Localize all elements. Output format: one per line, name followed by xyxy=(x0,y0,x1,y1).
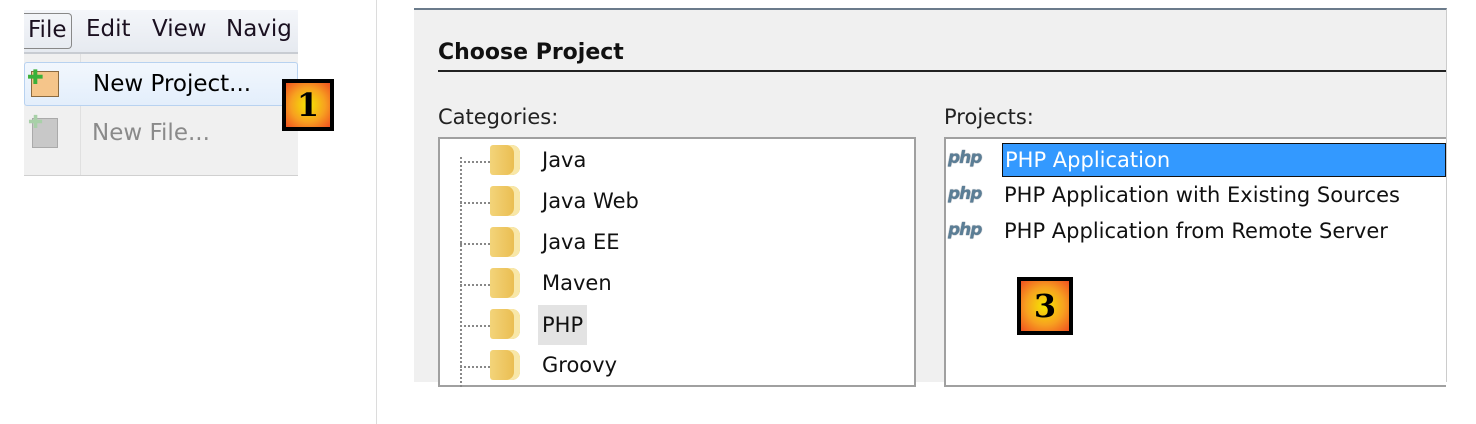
plus-icon: ✚ xyxy=(27,65,44,89)
project-php-existing-sources[interactable]: php PHP Application with Existing Sources xyxy=(946,179,1446,213)
menu-bar: File Edit View Navig xyxy=(24,10,298,54)
file-menu: File Edit View Navig ✚ New Project... ✚ … xyxy=(24,10,298,176)
project-php-remote-server[interactable]: php PHP Application from Remote Server xyxy=(946,215,1446,249)
menu-item-label: New Project... xyxy=(93,71,252,97)
menu-item-new-project[interactable]: ✚ New Project... xyxy=(24,62,298,106)
project-php-application[interactable]: php PHP Application xyxy=(946,143,1446,177)
menu-navigate[interactable]: Navig xyxy=(226,16,292,42)
step-badge-3: 3 xyxy=(1017,277,1073,335)
category-java-ee[interactable]: Java EE xyxy=(440,223,910,263)
category-java-web[interactable]: Java Web xyxy=(440,182,910,222)
menu-item-label: New File... xyxy=(92,120,210,146)
php-icon: php xyxy=(948,148,982,168)
new-project-icon xyxy=(31,71,59,97)
title-divider xyxy=(438,70,1446,72)
project-label: PHP Application xyxy=(1002,143,1446,177)
category-php[interactable]: PHP xyxy=(440,305,910,345)
divider xyxy=(376,0,377,424)
folder-icon xyxy=(490,268,520,298)
new-project-dialog: Choose Project Categories: Projects: Jav… xyxy=(414,8,1447,387)
folder-icon xyxy=(490,227,520,257)
projects-label: Projects: xyxy=(944,105,1034,129)
category-java[interactable]: Java xyxy=(440,141,910,181)
folder-icon xyxy=(490,186,520,216)
dialog-title: Choose Project xyxy=(438,40,624,65)
projects-list[interactable]: php PHP Application php PHP Application wi… xyxy=(944,137,1446,387)
project-label: PHP Application with Existing Sources xyxy=(1004,183,1400,207)
folder-icon xyxy=(490,145,520,175)
tree-line xyxy=(460,157,462,387)
categories-tree[interactable]: Java Java Web Java EE Maven PHP Groovy xyxy=(438,137,916,387)
new-file-icon xyxy=(32,118,58,148)
category-label: PHP xyxy=(538,305,588,345)
menu-icon-separator xyxy=(80,54,81,175)
menu-file[interactable]: File xyxy=(24,13,72,49)
plus-icon: ✚ xyxy=(28,112,44,133)
category-label: Java xyxy=(542,148,587,172)
menu-item-new-file: ✚ New File... xyxy=(24,112,298,156)
step-badge-1: 1 xyxy=(282,79,334,131)
menu-edit[interactable]: Edit xyxy=(86,16,131,42)
folder-icon xyxy=(490,350,520,380)
category-label: Java EE xyxy=(542,230,620,254)
category-label: Maven xyxy=(542,271,612,295)
category-maven[interactable]: Maven xyxy=(440,264,910,304)
category-label: Java Web xyxy=(542,189,639,213)
menu-view[interactable]: View xyxy=(152,16,207,42)
folder-icon xyxy=(490,309,520,339)
project-label: PHP Application from Remote Server xyxy=(1004,219,1388,243)
php-icon: php xyxy=(948,220,982,240)
php-icon: php xyxy=(948,184,982,204)
category-groovy[interactable]: Groovy xyxy=(440,346,910,386)
categories-label: Categories: xyxy=(438,105,559,129)
category-label: Groovy xyxy=(542,353,617,377)
